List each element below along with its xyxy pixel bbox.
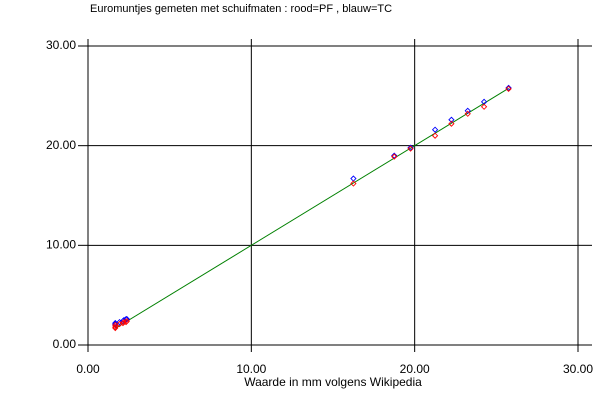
point: [123, 317, 131, 325]
reference-line: [115, 87, 509, 329]
point: [464, 110, 471, 117]
point: [350, 180, 357, 187]
point: [431, 132, 439, 139]
x-tick-label: 30.00: [563, 362, 593, 376]
point: [505, 84, 512, 91]
y-tick-label: 0.00: [53, 337, 77, 351]
point: [350, 175, 357, 182]
point: [112, 320, 119, 328]
y-tick-label: 20.00: [46, 138, 76, 152]
point: [407, 144, 414, 151]
x-tick-label: 10.00: [236, 362, 266, 376]
point: [448, 120, 455, 127]
point: [112, 324, 119, 332]
x-tick-label: 0.00: [76, 362, 100, 376]
point: [505, 85, 512, 92]
point: [120, 318, 128, 326]
point: [464, 107, 471, 114]
y-tick-label: 10.00: [46, 238, 76, 252]
chart-title: Euromuntjes gemeten met schuifmaten : ro…: [90, 3, 392, 15]
point: [391, 153, 398, 160]
x-axis-label: Waarde in mm volgens Wikipedia: [244, 375, 422, 389]
point: [480, 103, 488, 110]
point: [123, 315, 131, 323]
y-tick-label: 30.00: [46, 38, 76, 52]
point: [391, 152, 398, 159]
point: [431, 126, 439, 133]
point: [448, 116, 455, 123]
point: [407, 145, 414, 152]
x-tick-label: 20.00: [400, 362, 430, 376]
